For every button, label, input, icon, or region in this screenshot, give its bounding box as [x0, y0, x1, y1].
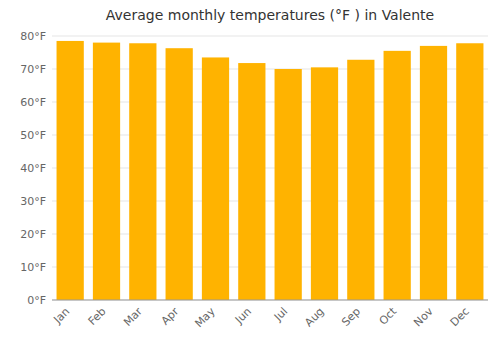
bar	[384, 51, 411, 300]
x-tick-label: Oct	[377, 304, 400, 327]
y-tick-label: 70°F	[20, 63, 46, 76]
bar	[420, 46, 447, 300]
chart-container: Average monthly temperatures (°F ) in Va…	[0, 0, 500, 350]
bars	[57, 41, 484, 300]
x-tick-label: Aug	[302, 305, 326, 329]
y-tick-label: 60°F	[20, 96, 46, 109]
y-tick-label: 80°F	[20, 30, 46, 43]
y-tick-label: 40°F	[20, 162, 46, 175]
bar	[166, 48, 193, 300]
x-tick-label: Nov	[411, 305, 436, 330]
bar	[311, 67, 338, 300]
x-tick-label: Sep	[339, 305, 363, 329]
x-tick-label: Jun	[232, 305, 254, 327]
y-tick-label: 20°F	[20, 228, 46, 241]
bar	[238, 63, 265, 300]
grid-line	[52, 300, 488, 301]
x-tick-label: Dec	[448, 305, 472, 329]
x-tick-label: Jan	[50, 305, 72, 327]
chart-title: Average monthly temperatures (°F ) in Va…	[106, 7, 434, 23]
y-tick-label: 50°F	[20, 129, 46, 142]
y-axis: 0°F 10°F 20°F 30°F 40°F 50°F 60°F 70°F 80°F	[20, 30, 46, 307]
x-axis: Jan Feb Mar Apr May Jun Jul Aug Sep Oct Nov Dec	[50, 300, 488, 330]
y-tick-label: 10°F	[20, 261, 46, 274]
chart-svg: Average monthly temperatures (°F ) in Va…	[0, 0, 500, 350]
x-tick-label: May	[192, 305, 218, 331]
x-axis-line	[52, 300, 488, 301]
y-tick-label: 0°F	[27, 294, 46, 307]
bar	[347, 60, 374, 300]
grid	[52, 36, 488, 300]
bar	[275, 69, 302, 300]
bar	[93, 43, 120, 300]
x-tick-label: Mar	[121, 305, 145, 329]
bar	[57, 41, 84, 300]
y-tick-label: 30°F	[20, 195, 46, 208]
bar	[202, 57, 229, 300]
x-tick-label: Jul	[271, 305, 290, 324]
x-tick-label: Feb	[86, 305, 109, 328]
bar	[129, 43, 156, 300]
x-tick-label: Apr	[159, 305, 182, 328]
bar	[456, 43, 483, 300]
grid-line	[52, 36, 488, 37]
